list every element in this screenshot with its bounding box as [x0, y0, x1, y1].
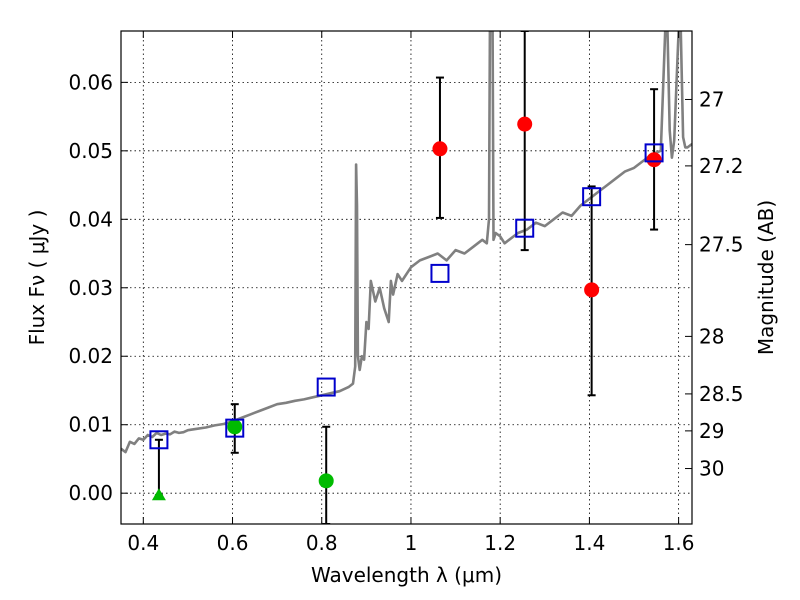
data-point — [432, 141, 448, 157]
y2-tick-label: 30 — [699, 457, 724, 481]
model-photometry-point — [644, 143, 664, 163]
model-photometry-point — [316, 377, 336, 397]
y-axis-label: Flux Fν ( μJy ) — [25, 210, 49, 346]
x-tick-label: 1.2 — [484, 531, 516, 555]
y2-tick-label: 28.5 — [699, 382, 744, 406]
y2-axis-label: Magnitude (AB) — [754, 200, 778, 355]
data-point — [517, 116, 533, 132]
model-photometry-point — [582, 187, 602, 207]
y-tick-label: 0.04 — [68, 207, 113, 231]
model-photometry-point — [225, 418, 245, 438]
model-photometry-point — [430, 263, 450, 283]
x-tick-label: 1 — [405, 531, 418, 555]
y2-tick-label: 27.2 — [699, 154, 744, 178]
grid — [121, 31, 692, 524]
plot-area — [121, 31, 692, 524]
y2-tick-label: 28 — [699, 324, 724, 348]
y-tick-label: 0.00 — [68, 481, 113, 505]
data-point — [584, 282, 600, 298]
plot-frame — [120, 30, 693, 525]
x-tick-label: 1.6 — [663, 531, 695, 555]
x-axis-label: Wavelength λ (μm) — [311, 563, 502, 587]
x-tick-label: 0.4 — [127, 531, 159, 555]
y-tick-label: 0.06 — [68, 70, 113, 94]
data-point — [227, 419, 243, 435]
model-spectrum-line — [121, 31, 692, 454]
ticks: 0.4 0.6 0.8 1 1.2 1.4 1.6 0.00 0.01 0.02 0.03 0.04 0… — [68, 31, 744, 555]
x-tick-label: 0.8 — [306, 531, 338, 555]
data-point — [646, 152, 662, 168]
y-tick-label: 0.01 — [68, 413, 113, 437]
upper-limit-point — [151, 488, 166, 501]
model-photometry-point — [149, 430, 169, 450]
data-point — [318, 473, 334, 489]
y2-tick-label: 29 — [699, 419, 724, 443]
y-tick-label: 0.05 — [68, 139, 113, 163]
y2-tick-label: 27.5 — [699, 233, 744, 257]
y2-tick-label: 27 — [699, 87, 724, 111]
x-tick-label: 0.6 — [217, 531, 249, 555]
model-photometry-point — [515, 218, 535, 238]
y-tick-label: 0.03 — [68, 276, 113, 300]
x-tick-label: 1.4 — [573, 531, 605, 555]
y-tick-label: 0.02 — [68, 344, 113, 368]
